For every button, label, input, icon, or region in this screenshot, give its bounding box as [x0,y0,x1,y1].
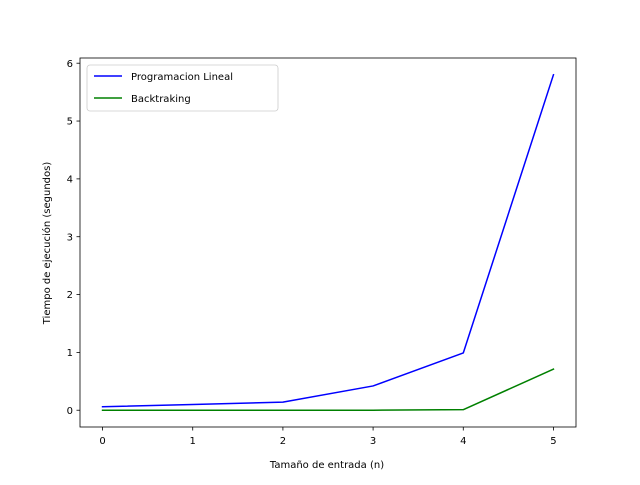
plot-area [80,58,576,427]
legend-label: Backtraking [131,94,191,105]
y-tick-label: 6 [67,59,73,70]
plot-background [80,58,576,427]
legend-label: Programacion Lineal [131,72,233,83]
series-group [101,73,555,411]
x-tick-label: 2 [280,436,286,447]
y-tick-label: 3 [67,232,73,243]
series-line-0 [101,73,555,408]
legend: Programacion Lineal Backtraking [86,64,279,112]
y-tick-label: 2 [67,290,73,301]
x-tick-label: 1 [190,436,196,447]
x-tick-label: 0 [99,436,105,447]
y-axis-title: Tiempo de ejecución (segundos) [41,162,53,326]
y-tick-label: 5 [67,117,73,128]
plot-frame [79,57,577,428]
x-tick-label: 5 [550,436,556,447]
axes: 0 1 2 3 4 5 0 1 2 3 4 5 6 [67,57,577,447]
legend-box [86,64,279,112]
y-tick-label: 4 [67,174,73,185]
x-axis-title: Tamaño de entrada (n) [269,460,384,471]
y-tick-label: 0 [67,406,73,417]
x-tick-label: 4 [460,436,466,447]
x-tick-label: 3 [370,436,376,447]
series-line-1 [101,368,555,411]
y-tick-label: 1 [67,348,73,359]
